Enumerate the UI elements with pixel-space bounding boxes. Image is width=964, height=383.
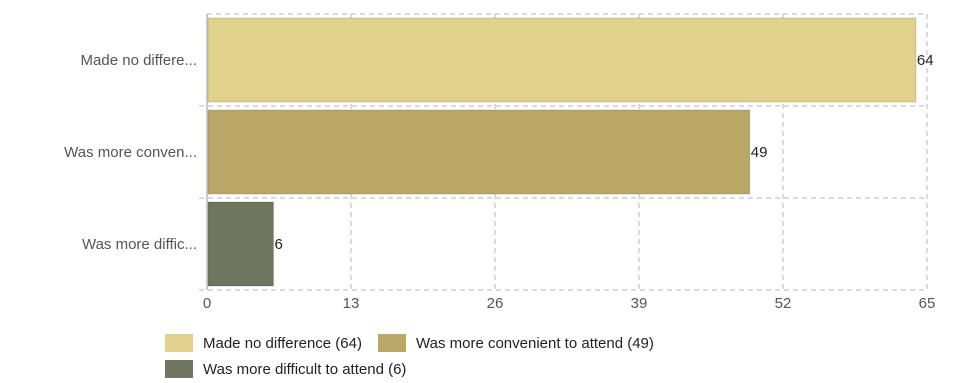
data-label-2: 6 <box>274 236 282 253</box>
bar-2 <box>207 201 274 287</box>
legend-swatch <box>378 334 406 352</box>
legend-item-made-no-difference: Made no difference (64) <box>165 334 362 352</box>
legend-swatch <box>165 334 193 352</box>
x-tick-label-0: 0 <box>203 295 211 312</box>
bar-1 <box>207 109 751 195</box>
category-label-0: Made no differe... <box>81 52 197 69</box>
data-labels: 64 49 6 <box>274 52 933 253</box>
data-label-0: 64 <box>917 52 934 69</box>
legend-row-2: Was more difficult to attend (6) <box>165 356 925 382</box>
bars <box>207 17 917 287</box>
legend-label: Was more difficult to attend (6) <box>203 360 407 378</box>
x-tick-label-5: 65 <box>919 295 936 312</box>
x-tick-label-3: 39 <box>631 295 648 312</box>
data-label-1: 49 <box>751 144 768 161</box>
legend-label: Made no difference (64) <box>203 334 362 352</box>
legend-label: Was more convenient to attend (49) <box>416 334 654 352</box>
x-tick-label-2: 26 <box>487 295 504 312</box>
category-label-2: Was more diffic... <box>82 236 197 253</box>
x-tick-label-4: 52 <box>775 295 792 312</box>
x-axis-ticks: 0 13 26 39 52 65 <box>203 295 936 312</box>
legend-row-1: Made no difference (64) Was more conveni… <box>165 330 925 356</box>
category-labels: Made no differe... Was more conven... Was … <box>64 52 197 253</box>
legend: Made no difference (64) Was more conveni… <box>165 330 925 382</box>
bar-chart: Made no differe... Was more conven... Was … <box>64 13 936 312</box>
bar-0 <box>207 17 917 103</box>
legend-item-more-difficult: Was more difficult to attend (6) <box>165 360 406 378</box>
legend-swatch <box>165 360 193 378</box>
legend-item-more-convenient: Was more convenient to attend (49) <box>378 334 654 352</box>
category-label-1: Was more conven... <box>64 144 197 161</box>
x-tick-label-1: 13 <box>343 295 360 312</box>
